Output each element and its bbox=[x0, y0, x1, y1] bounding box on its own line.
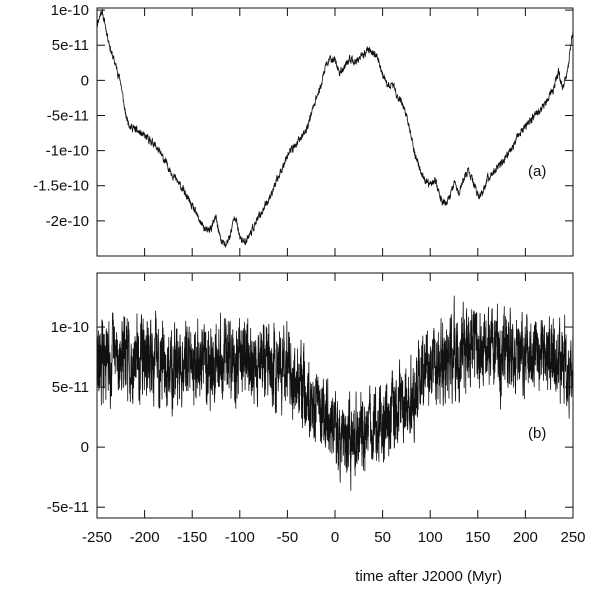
panel-a-ytick-label: -2e-10 bbox=[46, 213, 89, 230]
panel-a-frame bbox=[96, 7, 574, 257]
panel-b-ytick-label: -5e-11 bbox=[47, 499, 89, 516]
panel-a-ytick-label: -1e-10 bbox=[46, 143, 89, 160]
panel-b: 1e-10 5e-11 0 -5e-11 -250 -200 -150 -100 -50 0 50 1… bbox=[47, 272, 586, 546]
panel-a-label: (a) bbox=[528, 163, 546, 180]
panel-b-ytick-label: 1e-10 bbox=[51, 319, 89, 336]
panel-b-xtick-label: -250 bbox=[82, 529, 112, 546]
x-axis-title: time after J2000 (Myr) bbox=[355, 568, 502, 585]
panel-b-ticks: 1e-10 5e-11 0 -5e-11 -250 -200 -150 -100 -50 0 50 1… bbox=[47, 273, 586, 546]
panel-a-ytick-label: 1e-10 bbox=[51, 2, 89, 19]
panel-a-ytick-label: -1.5e-10 bbox=[33, 178, 89, 195]
panel-a-ticks: 1e-10 5e-11 0 -5e-11 -1e-10 -1.5e-10 -2e-10 bbox=[33, 2, 574, 256]
panel-b-series bbox=[97, 295, 573, 491]
panel-b-xtick-label: -200 bbox=[130, 529, 160, 546]
panel-b-xtick-label: -100 bbox=[225, 529, 255, 546]
panel-b-label: (b) bbox=[528, 425, 546, 442]
panel-b-xtick-label: -150 bbox=[177, 529, 207, 546]
panel-a-ytick-label: -5e-11 bbox=[47, 107, 89, 124]
panel-b-xtick-label: 150 bbox=[465, 529, 490, 546]
panel-b-series-line bbox=[97, 295, 573, 491]
panel-a-series-line bbox=[97, 8, 573, 248]
panel-b-xtick-label: 50 bbox=[374, 529, 391, 546]
panel-a: 1e-10 5e-11 0 -5e-11 -1e-10 -1.5e-10 -2e-10 (a… bbox=[33, 2, 574, 257]
panel-b-xtick-label: 250 bbox=[560, 529, 585, 546]
panel-b-xtick-label: 200 bbox=[513, 529, 538, 546]
panel-b-xtick-label: 0 bbox=[331, 529, 339, 546]
panel-b-ytick-label: 5e-11 bbox=[52, 379, 89, 396]
panel-a-ytick-label: 5e-11 bbox=[52, 37, 89, 54]
panel-b-ytick-label: 0 bbox=[81, 439, 89, 456]
panel-a-ytick-label: 0 bbox=[81, 72, 89, 89]
panel-b-xtick-label: 100 bbox=[418, 529, 443, 546]
panel-a-series bbox=[97, 8, 573, 248]
panel-b-xtick-label: -50 bbox=[277, 529, 299, 546]
